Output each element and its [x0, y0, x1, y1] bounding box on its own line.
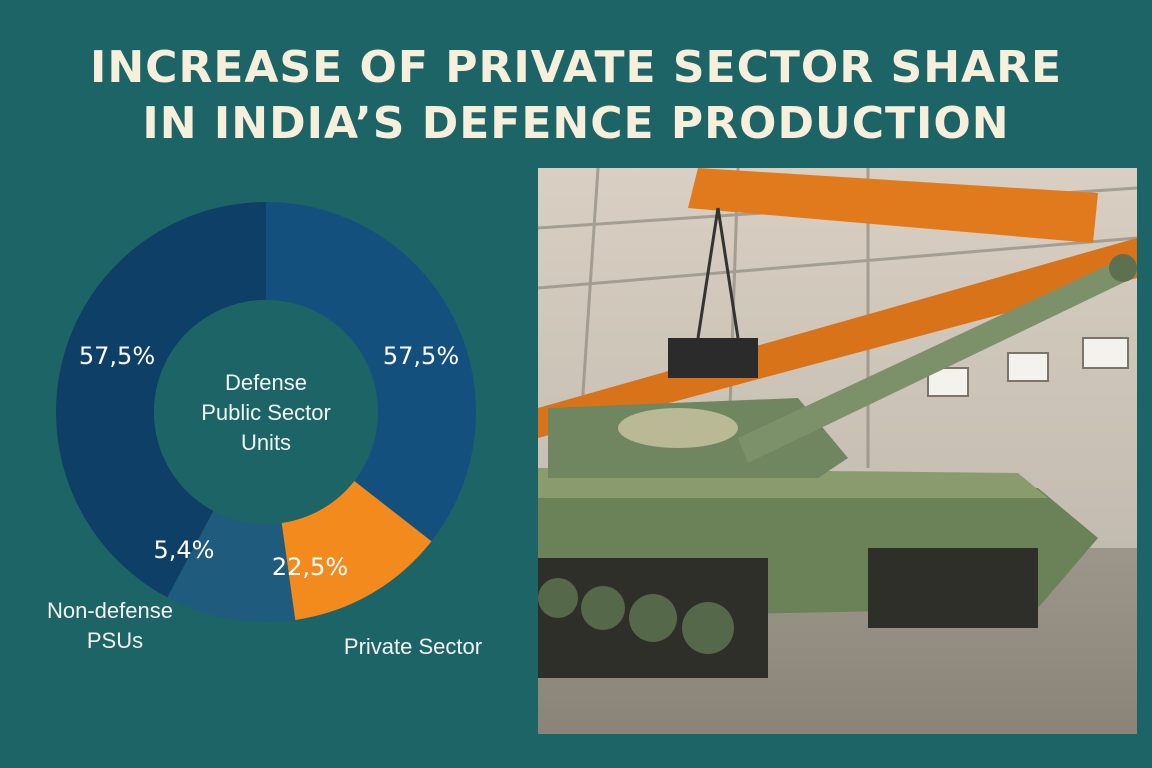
title-line-1: INCREASE OF PRIVATE SECTOR SHARE	[89, 42, 1063, 93]
slice-value-non-defense: 5,4%	[154, 536, 215, 564]
slice-non-defense-psu	[167, 510, 296, 622]
chart-title: INCREASE OF PRIVATE SECTOR SHARE IN INDI…	[0, 40, 1152, 152]
tank-factory-photo	[538, 168, 1137, 734]
center-label-line-3: Units	[241, 430, 291, 455]
label-non-defense-line-1: Non-defense	[47, 598, 173, 623]
label-private-sector: Private Sector	[344, 634, 482, 659]
donut-slices	[55, 202, 477, 622]
slice-value-left: 57,5%	[79, 342, 155, 370]
slice-value-right: 57,5%	[383, 342, 459, 370]
donut-hole	[154, 300, 378, 524]
label-non-defense-line-2: PSUs	[87, 628, 143, 653]
slice-value-private: 22,5%	[272, 553, 348, 581]
slice-defense-psu-left	[55, 202, 267, 598]
slice-private-sector	[281, 480, 432, 620]
slice-defense-psu-right	[266, 202, 477, 542]
center-label-line-2: Public Sector	[201, 400, 331, 425]
donut-chart: 57,5% 57,5% 22,5% 5,4% Defense Public Se…	[47, 202, 482, 659]
center-label-line-1: Defense	[225, 370, 307, 395]
title-line-2: IN INDIA’S DEFENCE PRODUCTION	[142, 98, 1010, 149]
